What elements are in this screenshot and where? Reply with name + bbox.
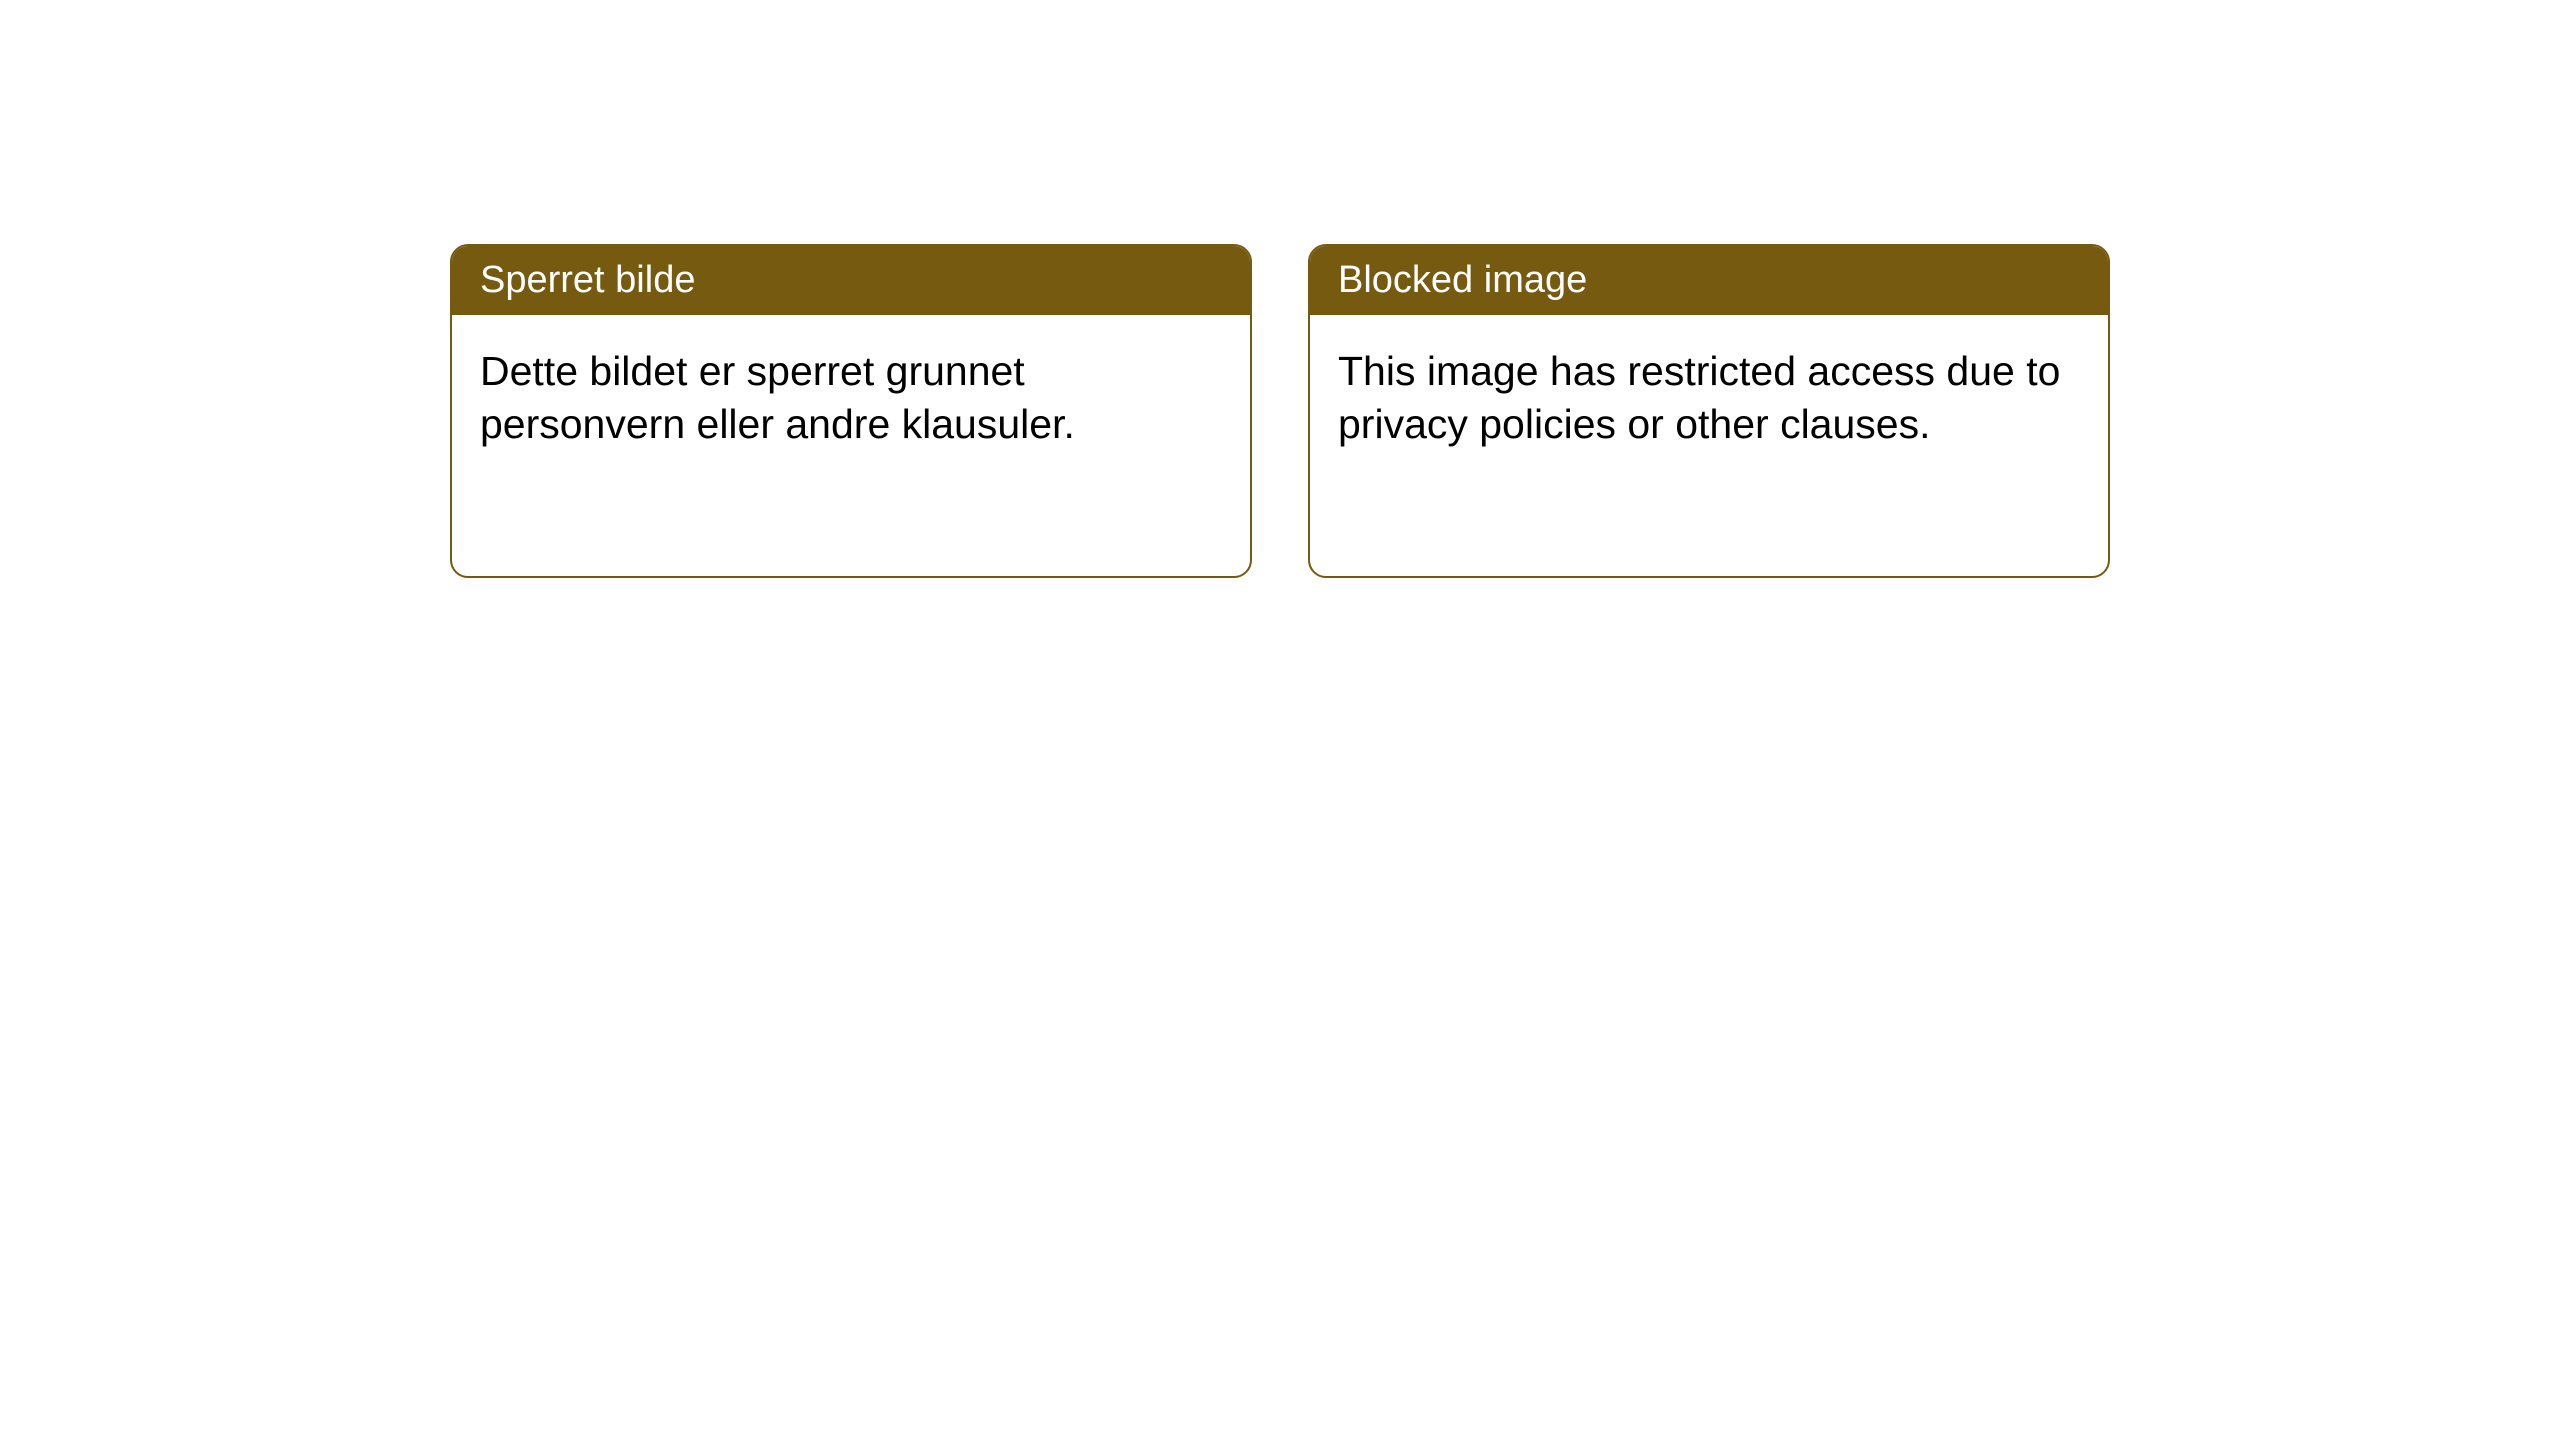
notice-card-title: Blocked image xyxy=(1310,246,2108,315)
notice-card-norwegian: Sperret bilde Dette bildet er sperret gr… xyxy=(450,244,1252,578)
notice-card-body: This image has restricted access due to … xyxy=(1310,315,2108,480)
notice-card-body: Dette bildet er sperret grunnet personve… xyxy=(452,315,1250,480)
notice-card-title: Sperret bilde xyxy=(452,246,1250,315)
notice-cards-row: Sperret bilde Dette bildet er sperret gr… xyxy=(450,244,2110,578)
notice-card-english: Blocked image This image has restricted … xyxy=(1308,244,2110,578)
